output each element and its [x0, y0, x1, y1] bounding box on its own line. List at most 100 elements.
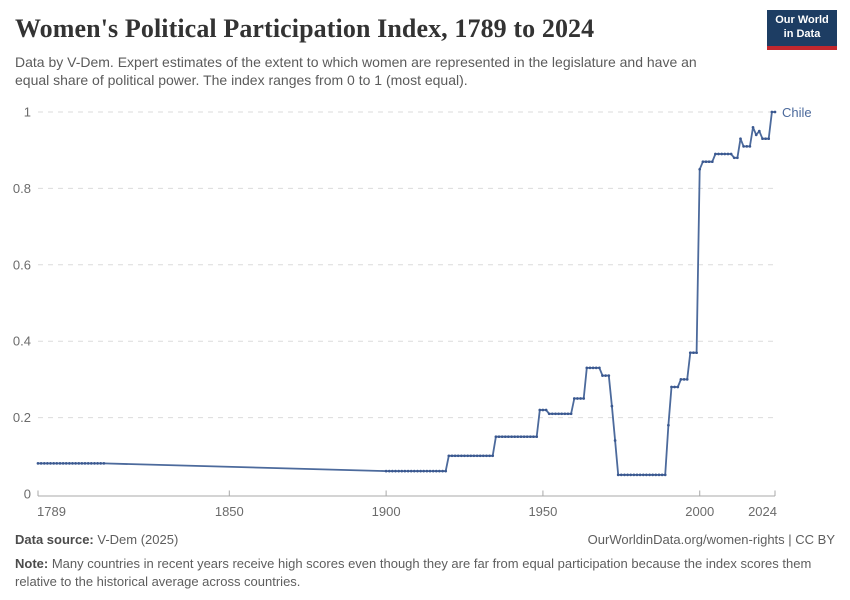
x-axis-tick-label: 1950 — [528, 504, 557, 519]
data-point-marker — [704, 160, 708, 164]
data-point-marker — [670, 385, 673, 389]
chart-subtitle-line: equal share of political power. The inde… — [15, 72, 468, 89]
data-point-marker — [676, 385, 680, 389]
data-point-marker — [770, 110, 774, 114]
chart-footer: Data source: V-Dem (2025) OurWorldinData… — [15, 532, 835, 547]
data-point-marker — [64, 462, 68, 465]
data-point-marker — [629, 473, 633, 477]
data-point-marker — [701, 160, 705, 164]
y-axis-tick-label: 0.8 — [13, 181, 31, 196]
data-point-marker — [576, 397, 579, 400]
data-point-marker — [431, 469, 435, 473]
data-point-marker — [751, 125, 755, 129]
data-point-marker — [441, 469, 444, 473]
data-point-marker — [616, 473, 620, 477]
data-point-marker — [416, 469, 419, 473]
data-point-marker — [93, 462, 96, 465]
data-point-marker — [588, 366, 592, 370]
data-point-marker — [450, 454, 454, 458]
data-point-marker — [485, 454, 488, 458]
data-point-marker — [68, 462, 71, 465]
data-point-marker — [447, 454, 451, 458]
data-point-marker — [635, 473, 639, 477]
data-point-marker — [488, 454, 491, 458]
data-point-marker — [406, 469, 410, 473]
data-point-marker — [645, 473, 648, 477]
data-point-marker — [460, 454, 463, 458]
data-point-marker — [582, 397, 586, 400]
data-point-marker — [773, 110, 777, 114]
data-point-marker — [61, 462, 65, 465]
data-point-marker — [535, 435, 539, 439]
data-point-marker — [569, 412, 573, 416]
data-point-marker — [387, 469, 391, 473]
series-label-chile[interactable]: Chile — [782, 105, 812, 120]
data-point-marker — [419, 469, 422, 473]
data-point-marker — [607, 374, 611, 377]
data-point-marker — [428, 469, 432, 473]
data-point-marker — [510, 435, 513, 439]
data-point-marker — [688, 351, 692, 355]
data-point-marker — [77, 462, 81, 465]
y-axis-tick-label: 0.2 — [13, 410, 31, 425]
data-point-marker — [463, 454, 466, 458]
data-point-marker — [547, 412, 551, 416]
data-point-marker — [767, 137, 771, 141]
data-point-marker — [641, 473, 645, 477]
note-text-line1: Many countries in recent years receive h… — [48, 556, 812, 571]
note-line: Note: Many countries in recent years rec… — [15, 555, 835, 573]
data-line-chile[interactable] — [38, 111, 775, 476]
data-point-marker — [761, 137, 764, 141]
data-point-marker — [541, 408, 545, 412]
y-axis-tick-label: 0.6 — [13, 257, 31, 272]
data-point-marker — [444, 469, 448, 473]
data-point-marker — [695, 351, 698, 355]
data-point-marker — [36, 462, 40, 465]
data-point-marker — [579, 397, 582, 400]
data-point-marker — [89, 462, 93, 465]
data-point-marker — [550, 412, 554, 416]
data-point-marker — [623, 473, 626, 477]
data-point-marker — [557, 412, 560, 416]
data-point-marker — [673, 385, 676, 389]
data-point-marker — [525, 435, 529, 439]
data-point-marker — [397, 469, 401, 473]
data-point-marker — [71, 462, 74, 465]
data-point-marker — [651, 473, 655, 477]
data-point-marker — [648, 473, 651, 477]
data-point-marker — [39, 462, 43, 465]
data-point-marker — [475, 454, 479, 458]
data-point-marker — [732, 156, 736, 160]
data-point-marker — [394, 469, 397, 473]
data-point-marker — [745, 145, 749, 148]
owid-logo[interactable]: Our World in Data — [767, 10, 837, 50]
data-point-marker — [494, 435, 498, 439]
data-point-marker — [723, 152, 727, 156]
data-point-marker — [497, 435, 501, 439]
data-point-marker — [102, 462, 106, 465]
data-point-marker — [538, 408, 542, 412]
data-point-marker — [720, 152, 724, 156]
data-point-marker — [438, 469, 441, 473]
data-point-marker — [516, 435, 520, 439]
data-point-marker — [49, 462, 52, 465]
data-point-marker — [52, 462, 56, 465]
chart-subtitle: Data by V-Dem. Expert estimates of the e… — [15, 53, 697, 90]
data-point-marker — [96, 462, 99, 465]
data-point-marker — [707, 160, 711, 164]
data-point-marker — [554, 412, 557, 416]
data-source-text: Data source: V-Dem (2025) — [15, 532, 178, 547]
data-point-marker — [403, 469, 407, 473]
data-point-marker — [632, 473, 636, 477]
data-point-marker — [698, 167, 702, 171]
data-point-marker — [472, 454, 476, 458]
chart-note: Note: Many countries in recent years rec… — [15, 555, 835, 590]
data-point-marker — [513, 435, 517, 439]
data-point-marker — [685, 378, 689, 381]
data-point-marker — [425, 469, 429, 473]
y-axis-tick-label: 1 — [24, 105, 31, 120]
owid-link[interactable]: OurWorldinData.org/women-rights | CC BY — [587, 532, 835, 547]
data-point-marker — [422, 469, 426, 473]
data-point-marker — [598, 366, 601, 370]
